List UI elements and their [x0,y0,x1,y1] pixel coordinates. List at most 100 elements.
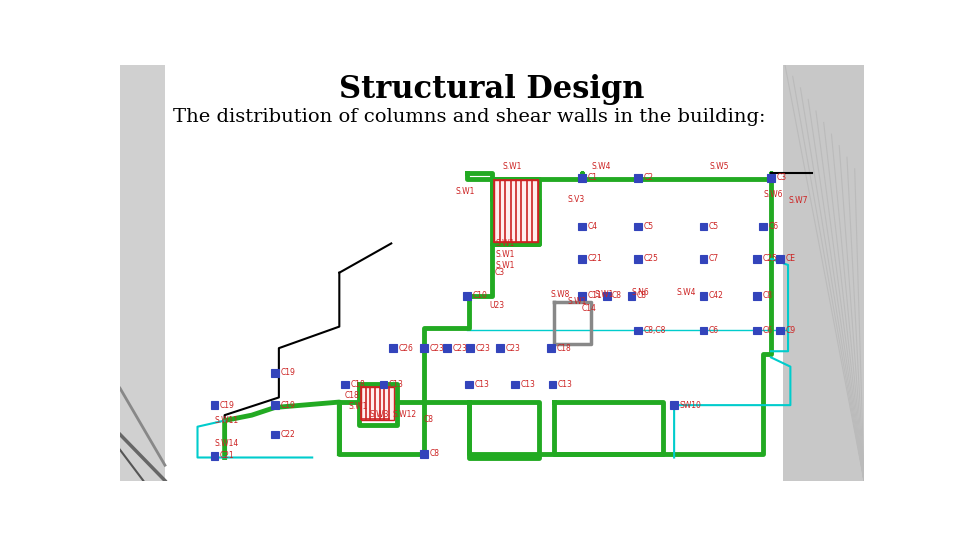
Bar [379,381,388,388]
Bar [271,430,278,438]
Bar [547,345,555,352]
Bar [670,401,678,409]
Text: S.W4: S.W4 [677,288,696,297]
Text: C8,C8: C8,C8 [643,326,665,335]
Bar [634,327,641,334]
Text: S.W1: S.W1 [348,402,368,411]
Bar [341,381,348,388]
Bar [634,222,641,231]
Bar [578,174,586,182]
Bar [420,345,427,352]
Bar [578,255,586,262]
Bar [628,292,636,300]
Text: C18: C18 [557,343,571,353]
Bar [603,292,611,300]
Bar [548,381,557,388]
Text: U23: U23 [489,301,504,309]
Bar [512,381,519,388]
Bar [754,327,761,334]
Text: C13: C13 [474,380,489,389]
Text: C18: C18 [345,392,359,400]
Text: Structural Design: Structural Design [339,74,645,105]
Text: S.W8: S.W8 [551,290,570,299]
Text: S.W6: S.W6 [763,190,782,199]
Text: S.W7: S.W7 [788,196,807,205]
Bar [271,401,278,409]
Text: C2: C2 [643,173,653,183]
Text: S.W1: S.W1 [495,239,515,248]
Text: C6: C6 [762,326,773,335]
Bar [700,327,708,334]
Text: S.W1: S.W1 [456,187,475,197]
Text: S.N6: S.N6 [632,288,649,297]
Text: S.W1: S.W1 [495,260,515,269]
Bar [464,292,471,300]
Text: S.W1: S.W1 [567,298,587,307]
Text: C5: C5 [643,222,653,231]
Text: S.V3: S.V3 [567,195,585,204]
Text: S.W14: S.W14 [214,439,239,448]
Text: C25: C25 [643,254,658,264]
Text: C25: C25 [762,254,778,264]
Text: C8: C8 [612,291,622,300]
Bar [420,450,427,457]
Text: C8: C8 [636,291,647,300]
Bar [210,401,219,409]
Bar [777,255,784,262]
Bar [361,387,394,420]
Text: C7: C7 [709,254,719,264]
Text: C6: C6 [709,326,719,335]
Text: S.W1: S.W1 [594,290,613,299]
Text: C42: C42 [709,291,724,300]
Text: C8: C8 [762,291,773,300]
Text: S.W1: S.W1 [495,249,515,259]
Text: C9: C9 [785,326,796,335]
Text: S.W1: S.W1 [503,162,522,171]
Bar [754,255,761,262]
Text: CE: CE [785,254,796,264]
Text: S.W3: S.W3 [370,410,389,419]
Text: C5: C5 [709,222,719,231]
Text: C19: C19 [280,368,296,377]
Bar [634,255,641,262]
Text: C21: C21 [588,254,602,264]
Text: C4: C4 [588,222,597,231]
Bar [767,174,775,182]
Bar [782,65,864,481]
Bar [496,345,504,352]
Text: C26: C26 [398,343,413,353]
Text: C13: C13 [558,380,573,389]
Bar [700,222,708,231]
Text: C11: C11 [588,291,602,300]
Bar [700,292,708,300]
Bar [754,292,761,300]
Text: C21: C21 [220,451,235,461]
Bar [700,255,708,262]
Text: C23: C23 [452,343,468,353]
Text: C10: C10 [472,291,488,300]
Bar [494,180,538,242]
Text: C1: C1 [588,173,597,183]
Text: C19: C19 [280,401,296,410]
Text: C13: C13 [389,380,404,389]
Bar [777,327,784,334]
Text: C3: C3 [495,268,505,277]
Text: S.W4: S.W4 [591,162,611,171]
Text: C13: C13 [520,380,536,389]
Bar [210,452,219,460]
Text: C19: C19 [220,401,235,410]
Text: S.W11: S.W11 [214,416,239,425]
Text: C8: C8 [423,415,434,423]
Bar [444,345,451,352]
Bar [578,292,586,300]
Text: SW10: SW10 [680,401,702,410]
Text: C23: C23 [505,343,520,353]
Bar [389,345,396,352]
Text: S.W12: S.W12 [393,410,417,419]
Text: C18: C18 [350,380,365,389]
Bar [759,222,767,231]
Bar [271,369,278,377]
Text: C6: C6 [769,222,779,231]
Text: C23: C23 [476,343,491,353]
Text: C22: C22 [280,430,295,439]
